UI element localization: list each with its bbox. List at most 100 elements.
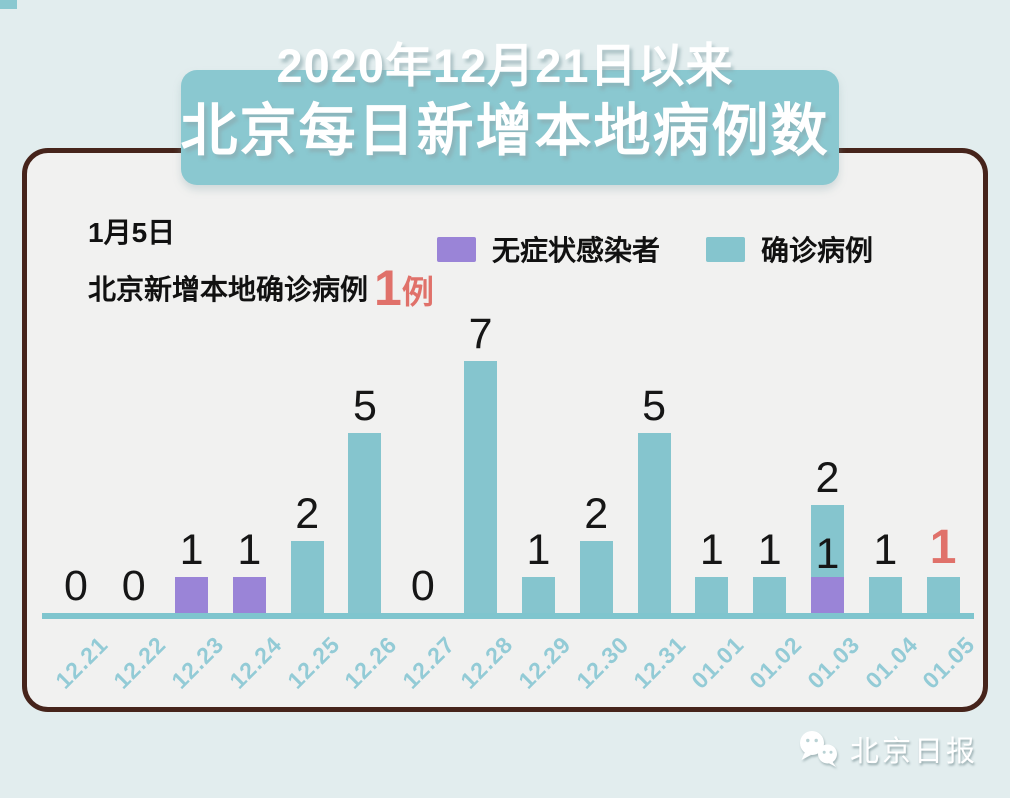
bar-value-label: 1 xyxy=(873,526,898,574)
x-axis-label-slot: 12.22 xyxy=(105,621,171,701)
x-axis-line xyxy=(42,613,974,619)
bar-value-label: 0 xyxy=(121,562,146,610)
bar-value-label: 5 xyxy=(642,382,666,430)
x-axis-label-slot: 12.26 xyxy=(336,621,403,701)
bar-slot-12.23: 1 xyxy=(163,303,221,613)
bar-slot-01.02: 1 xyxy=(741,303,799,613)
bar-slot-12.24: 1 xyxy=(220,303,278,613)
footer-brand-block: 北京日报 xyxy=(797,728,978,770)
x-axis-label-slot: 12.25 xyxy=(278,621,345,701)
headline-text: 北京新增本地确诊病例 1例 xyxy=(88,259,434,317)
legend-item-confirmed: 确诊病例 xyxy=(706,229,873,269)
bar-inner-label: 1 xyxy=(815,530,840,578)
bar-value-label: 1 xyxy=(526,526,551,574)
x-axis-label-slot: 12.21 xyxy=(47,621,114,701)
x-axis-label: 01.05 xyxy=(917,631,981,694)
x-axis-label-slot: 12.31 xyxy=(625,621,692,701)
bar-slot-12.22: 0 xyxy=(105,303,163,613)
bar-12.25 xyxy=(290,541,324,613)
legend-label-asymptomatic: 无症状感染者 xyxy=(492,235,661,266)
bar-12.23 xyxy=(175,577,209,613)
bar-value-label: 1 xyxy=(179,526,204,574)
asymptomatic-swatch xyxy=(437,236,476,262)
bar-slot-12.27: 0 xyxy=(394,303,452,613)
bar-slot-01.05: 1 xyxy=(914,303,972,613)
bar-segment-confirmed xyxy=(926,577,960,613)
x-axis-labels: 12.21 12.22 12.23 12.24 12.25 12.26 12.27 12.28… xyxy=(47,621,981,701)
bar-01.04 xyxy=(868,577,902,613)
bar-01.01 xyxy=(695,577,729,613)
x-axis-label-slot: 01.03 xyxy=(799,621,865,701)
corner-accent xyxy=(0,0,17,9)
bar-segment-confirmed xyxy=(695,577,729,613)
x-axis-label-slot: 12.24 xyxy=(220,621,287,701)
x-axis-label-slot: 01.04 xyxy=(856,621,923,701)
bar-01.03: 1 xyxy=(810,505,844,613)
bar-value-label: 0 xyxy=(63,562,88,610)
bar-01.05 xyxy=(926,577,960,613)
bar-segment-asymptomatic xyxy=(232,577,266,613)
title-banner xyxy=(181,70,839,185)
bar-slot-12.31: 5 xyxy=(625,303,683,613)
bar-slot-01.04: 1 xyxy=(856,303,914,613)
bar-slot-12.26: 5 xyxy=(336,303,394,613)
x-axis-label-slot: 12.30 xyxy=(567,621,634,701)
x-axis-label-slot: 12.28 xyxy=(452,621,518,701)
bar-segment-confirmed xyxy=(290,541,324,613)
bar-segment-asymptomatic xyxy=(175,577,209,613)
bar-slot-12.28: 7 xyxy=(452,303,510,613)
bar-01.02 xyxy=(753,577,787,613)
bar-segment-confirmed xyxy=(753,577,787,613)
bar-slot-12.25: 2 xyxy=(278,303,336,613)
bar-slot-01.01: 1 xyxy=(683,303,741,613)
bar-value-label: 1 xyxy=(757,526,782,574)
bar-12.30 xyxy=(579,541,613,613)
bar-segment-asymptomatic xyxy=(810,577,844,613)
legend: 无症状感染者 确诊病例 xyxy=(437,229,873,269)
headline: 1月5日 北京新增本地确诊病例 1例 xyxy=(88,215,434,317)
bar-value-label: 1 xyxy=(699,526,724,574)
bar-segment-confirmed xyxy=(464,361,498,613)
title-line-2: 北京每日新增本地病例数 xyxy=(180,99,830,163)
bar-value-label: 7 xyxy=(468,310,493,358)
bar-value-label: 2 xyxy=(584,490,609,538)
bar-segment-confirmed xyxy=(348,433,382,613)
bar-segment-confirmed xyxy=(521,577,555,613)
bar-12.24 xyxy=(232,577,266,613)
bar-segment-confirmed xyxy=(868,577,902,613)
footer-brand: 北京日报 xyxy=(849,736,978,768)
x-axis-label-slot: 12.27 xyxy=(394,621,460,701)
bar-value-label: 1 xyxy=(929,521,957,574)
legend-item-asymptomatic: 无症状感染者 xyxy=(437,229,660,269)
bar-value-label: 2 xyxy=(295,490,320,538)
headline-count-unit: 例 xyxy=(401,274,434,311)
wechat-icon xyxy=(799,731,837,767)
bar-value-label: 5 xyxy=(353,382,377,430)
bar-segment-confirmed xyxy=(579,541,613,613)
bar-12.29 xyxy=(521,577,555,613)
x-axis-label-slot: 01.02 xyxy=(741,621,807,701)
confirmed-swatch xyxy=(706,236,746,262)
bar-12.28 xyxy=(464,361,498,613)
bar-segment-confirmed xyxy=(637,433,671,613)
bar-slot-12.30: 2 xyxy=(567,303,625,613)
headline-date: 1月5日 xyxy=(88,217,176,248)
page-title: 2020年12月21日以来 北京每日新增本地病例数 xyxy=(0,42,1010,160)
bar-12.31 xyxy=(637,433,671,613)
title-line-1: 2020年12月21日以来 xyxy=(276,39,734,92)
bar-slot-12.29: 1 xyxy=(510,303,568,613)
x-axis-label-slot: 12.23 xyxy=(163,621,229,701)
bar-value-label: 2 xyxy=(815,454,840,502)
headline-label: 北京新增本地确诊病例 xyxy=(88,274,369,306)
x-axis-label-slot: 01.05 xyxy=(914,621,981,701)
legend-label-confirmed: 确诊病例 xyxy=(761,235,874,266)
bar-segment-confirmed xyxy=(810,505,844,577)
bar-value-label: 0 xyxy=(410,562,435,610)
x-axis-label-slot: 01.01 xyxy=(683,621,750,701)
x-axis-label-slot: 12.29 xyxy=(510,621,576,701)
bar-value-label: 1 xyxy=(237,526,262,574)
bar-12.26 xyxy=(348,433,382,613)
